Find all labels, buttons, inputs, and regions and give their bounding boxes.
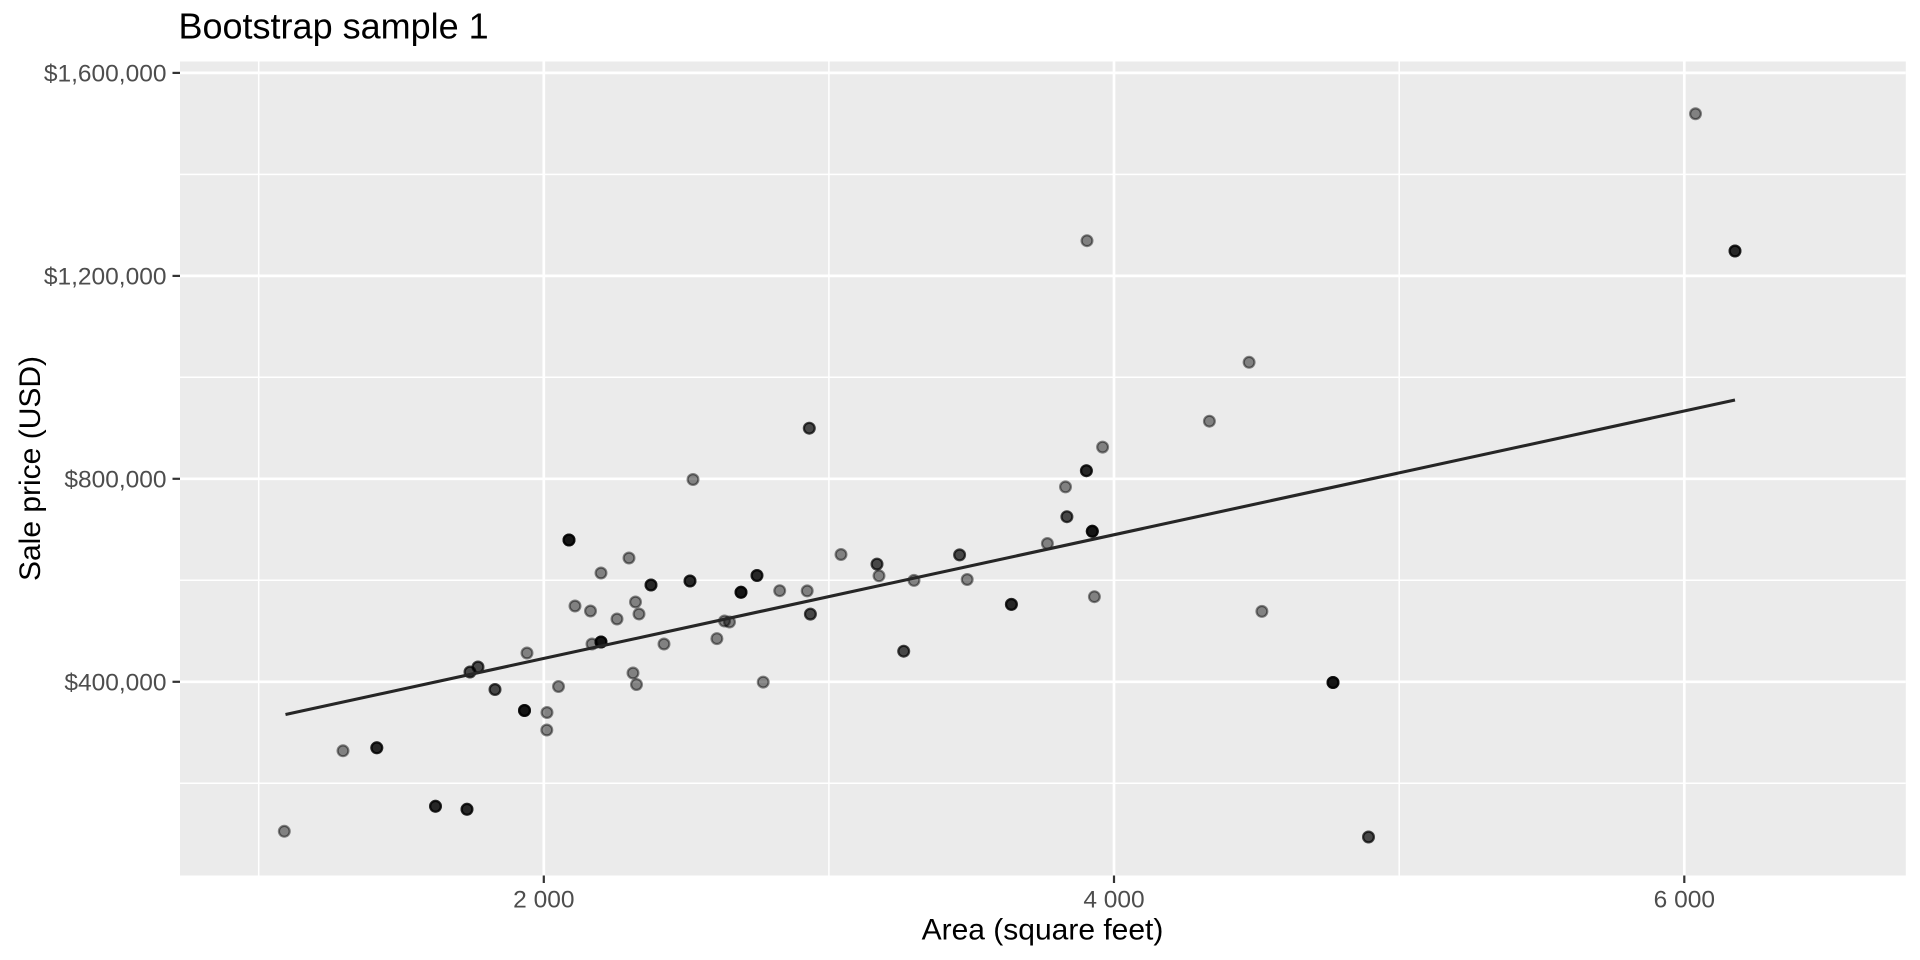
svg-text:Sale price (USD): Sale price (USD)	[14, 356, 47, 581]
svg-text:Area (square feet): Area (square feet)	[922, 914, 1164, 947]
svg-text:6 000: 6 000	[1654, 887, 1715, 914]
svg-text:4 000: 4 000	[1083, 887, 1144, 914]
svg-text:$400,000: $400,000	[64, 669, 166, 696]
svg-text:$1,600,000: $1,600,000	[44, 60, 167, 87]
svg-text:$800,000: $800,000	[64, 466, 166, 493]
svg-text:$1,200,000: $1,200,000	[44, 263, 167, 290]
svg-text:2 000: 2 000	[513, 887, 574, 914]
svg-text:Bootstrap sample 1: Bootstrap sample 1	[179, 6, 489, 47]
